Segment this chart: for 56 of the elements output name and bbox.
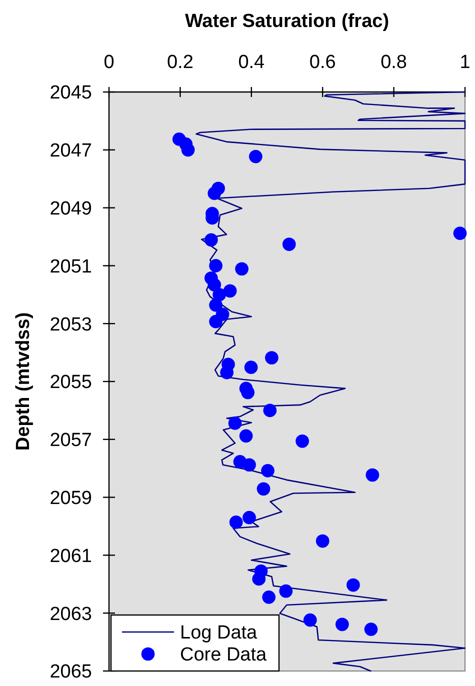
point bbox=[279, 584, 293, 598]
x-tick-label: 0.2 bbox=[166, 52, 194, 73]
y-tick-label: 2059 bbox=[50, 488, 92, 509]
y-tick-label: 2063 bbox=[50, 604, 92, 625]
y-tick-label: 2055 bbox=[50, 372, 92, 394]
point bbox=[209, 298, 222, 312]
point bbox=[256, 482, 270, 496]
point bbox=[181, 143, 195, 157]
y-tick-label: 2047 bbox=[50, 140, 92, 162]
x-tick-label: 0.8 bbox=[380, 52, 408, 73]
point bbox=[364, 622, 378, 636]
point bbox=[296, 434, 309, 448]
x-axis-title: Water Saturation (frac) bbox=[184, 11, 390, 32]
y-axis-title: Depth (mtvdss) bbox=[13, 312, 34, 451]
point bbox=[346, 578, 360, 592]
point bbox=[316, 534, 330, 548]
point bbox=[262, 590, 276, 604]
point bbox=[248, 150, 262, 164]
y-tick-label: 2057 bbox=[50, 430, 92, 452]
point bbox=[209, 259, 222, 272]
point bbox=[223, 284, 237, 298]
x-tick-label: 0.4 bbox=[238, 52, 266, 73]
point bbox=[263, 404, 277, 418]
point bbox=[366, 468, 380, 482]
y-tick-label: 2061 bbox=[50, 546, 92, 567]
point bbox=[209, 314, 222, 328]
legend-label: Core Data bbox=[180, 644, 268, 666]
point bbox=[242, 510, 256, 524]
point bbox=[241, 386, 255, 400]
point bbox=[204, 233, 218, 247]
x-tick-label: 0 bbox=[104, 52, 114, 73]
point bbox=[265, 351, 278, 364]
point bbox=[282, 238, 296, 251]
point bbox=[229, 516, 243, 529]
point bbox=[453, 226, 467, 240]
point bbox=[252, 572, 266, 586]
point bbox=[242, 458, 256, 472]
point bbox=[261, 464, 274, 478]
y-tick-label: 2065 bbox=[50, 662, 92, 683]
point bbox=[235, 262, 248, 276]
x-tick-label: 0.6 bbox=[309, 52, 336, 73]
point bbox=[212, 288, 226, 302]
point bbox=[303, 613, 317, 627]
y-tick-label: 2053 bbox=[50, 314, 92, 336]
point bbox=[208, 186, 222, 200]
point bbox=[228, 416, 242, 430]
point bbox=[208, 278, 222, 292]
legend-label: Log Data bbox=[180, 622, 258, 644]
y-tick-label: 2045 bbox=[50, 82, 92, 104]
point bbox=[239, 429, 253, 443]
point bbox=[220, 366, 234, 380]
y-tick-label: 2051 bbox=[50, 256, 92, 278]
point bbox=[336, 618, 349, 632]
point bbox=[244, 360, 258, 374]
x-tick-label: 1 bbox=[460, 52, 470, 73]
y-tick-label: 2049 bbox=[50, 198, 92, 220]
